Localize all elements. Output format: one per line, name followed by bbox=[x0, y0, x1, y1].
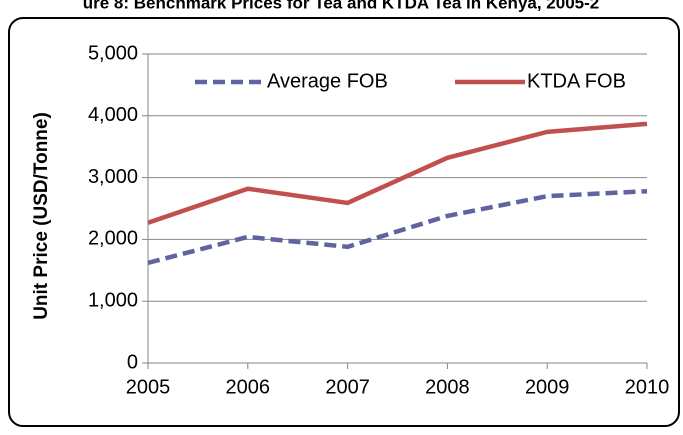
y-tick-label: 5,000 bbox=[88, 42, 138, 64]
legend-label: Average FOB bbox=[267, 70, 388, 92]
x-tick-label: 2009 bbox=[525, 376, 570, 398]
x-tick-label: 2007 bbox=[325, 376, 370, 398]
legend-label: KTDA FOB bbox=[527, 70, 626, 92]
y-tick-label: 1,000 bbox=[88, 289, 138, 311]
chart-title: ure 8: Benchmark Prices for Tea and KTDA… bbox=[83, 0, 599, 12]
chart-frame bbox=[8, 17, 680, 427]
data-line bbox=[147, 121, 648, 225]
y-tick-label: 4,000 bbox=[88, 104, 138, 126]
x-tick-label: 2006 bbox=[226, 376, 271, 398]
x-tick-label: 2010 bbox=[625, 376, 670, 398]
y-tick-label: 2,000 bbox=[88, 228, 138, 250]
x-tick-label: 2008 bbox=[425, 376, 470, 398]
y-tick-label: 0 bbox=[127, 351, 138, 373]
y-axis-title: Unit Price (USD/Tonne) bbox=[31, 112, 52, 320]
x-tick-label: 2005 bbox=[126, 376, 171, 398]
y-tick-label: 3,000 bbox=[88, 166, 138, 188]
data-line bbox=[147, 188, 648, 266]
